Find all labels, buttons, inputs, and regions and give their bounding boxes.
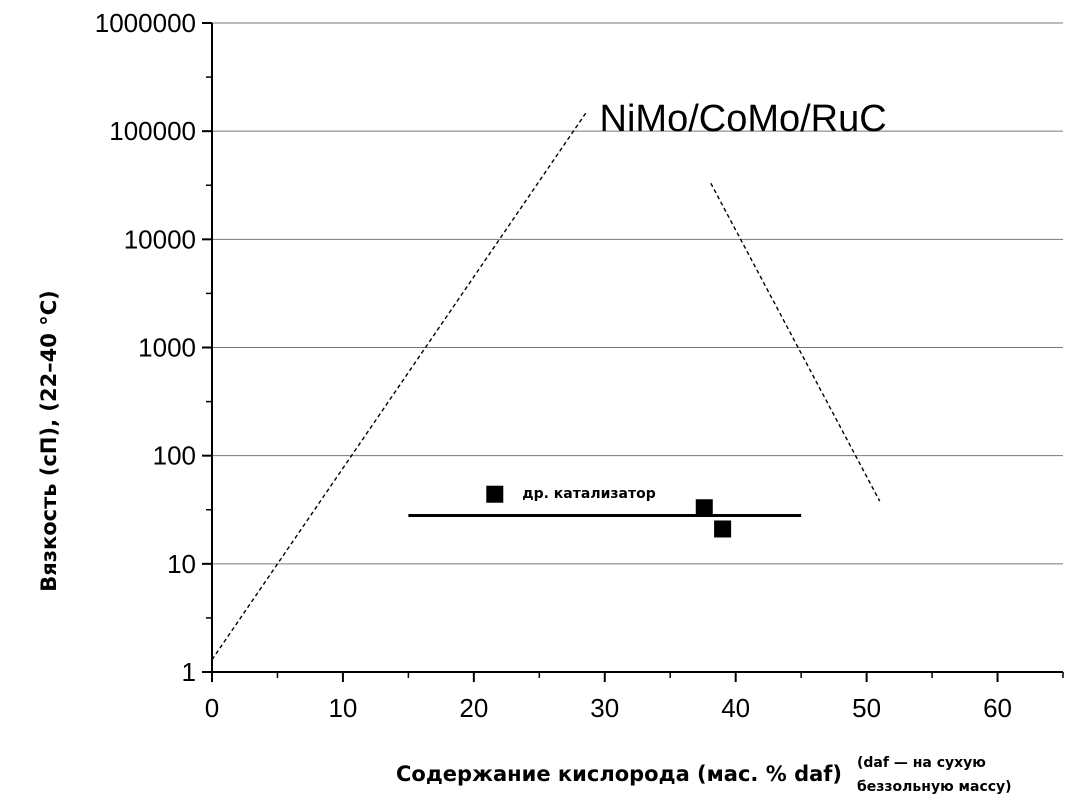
x-axis-title: Содержание кислорода (мас. % daf) (396, 762, 842, 786)
x-axis-note-line-2: беззольную массу) (857, 779, 1012, 795)
annotation-catalyst-group: NiMo/CoMo/RuC (600, 98, 887, 140)
labels: 1 10 100 1000 10000 100000 1000000 0 10 20 30 40 50 6… (95, 8, 1012, 723)
grid-lines (212, 22, 1063, 565)
y-tick-label: 100 (153, 441, 196, 471)
x-tick-label: 0 (205, 693, 219, 723)
y-tick-label: 1000 (138, 333, 196, 363)
dashed-trend-line (211, 111, 588, 661)
data-point (714, 520, 732, 538)
y-axis-title: Вязкость (сП), (22–40 °C) (37, 290, 61, 591)
x-tick-label: 60 (983, 693, 1012, 723)
y-tick-label: 1000000 (95, 8, 196, 38)
dashed-trend-line (710, 182, 881, 502)
y-tick-label: 100000 (109, 116, 196, 146)
x-axis-note-line-1: (daf — на сухую (857, 755, 986, 771)
x-tick-label: 50 (852, 693, 881, 723)
data-point (695, 499, 713, 517)
y-tick-label: 10 (167, 549, 196, 579)
annotation-other-catalyst: др. катализатор (522, 486, 655, 502)
x-tick-label: 30 (590, 693, 619, 723)
ticks (202, 22, 1064, 682)
x-tick-label: 40 (721, 693, 750, 723)
x-tick-label: 20 (459, 693, 488, 723)
data-point (486, 485, 504, 503)
series-lines (211, 111, 881, 661)
data-points (486, 485, 732, 538)
x-tick-label: 10 (328, 693, 357, 723)
y-tick-label: 10000 (124, 224, 196, 254)
y-tick-label: 1 (182, 657, 196, 687)
